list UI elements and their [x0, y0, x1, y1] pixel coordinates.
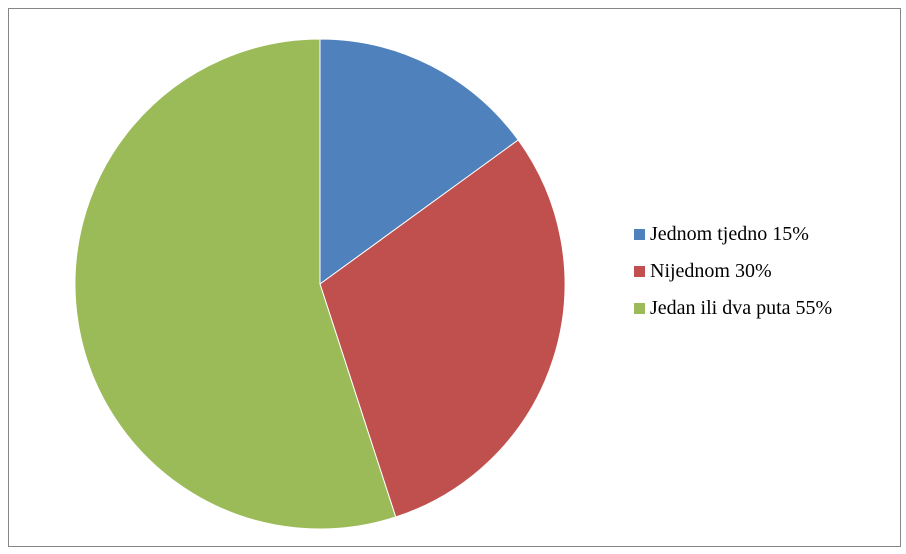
legend: Jednom tjedno 15% Nijednom 30% Jedan ili… — [634, 222, 832, 333]
pie-slices — [74, 38, 566, 530]
legend-swatch-jednom-tjedno — [634, 229, 645, 240]
legend-label-jedan-ili-dva-puta: Jedan ili dva puta 55% — [650, 297, 833, 319]
legend-item-jedan-ili-dva-puta: Jedan ili dva puta 55% — [634, 296, 832, 321]
pie-slice-nijednom — [319, 139, 566, 518]
legend-swatch-nijednom — [634, 266, 645, 277]
legend-label-jednom-tjedno: Jednom tjedno 15% — [650, 223, 809, 245]
pie-slice-jedan-ili-dva-puta — [74, 38, 397, 530]
pie-slice-jednom-tjedno — [319, 38, 519, 285]
legend-swatch-jedan-ili-dva-puta — [634, 303, 645, 314]
legend-item-nijednom: Nijednom 30% — [634, 259, 832, 284]
legend-item-jednom-tjedno: Jednom tjedno 15% — [634, 222, 832, 247]
legend-label-nijednom: Nijednom 30% — [650, 260, 772, 282]
